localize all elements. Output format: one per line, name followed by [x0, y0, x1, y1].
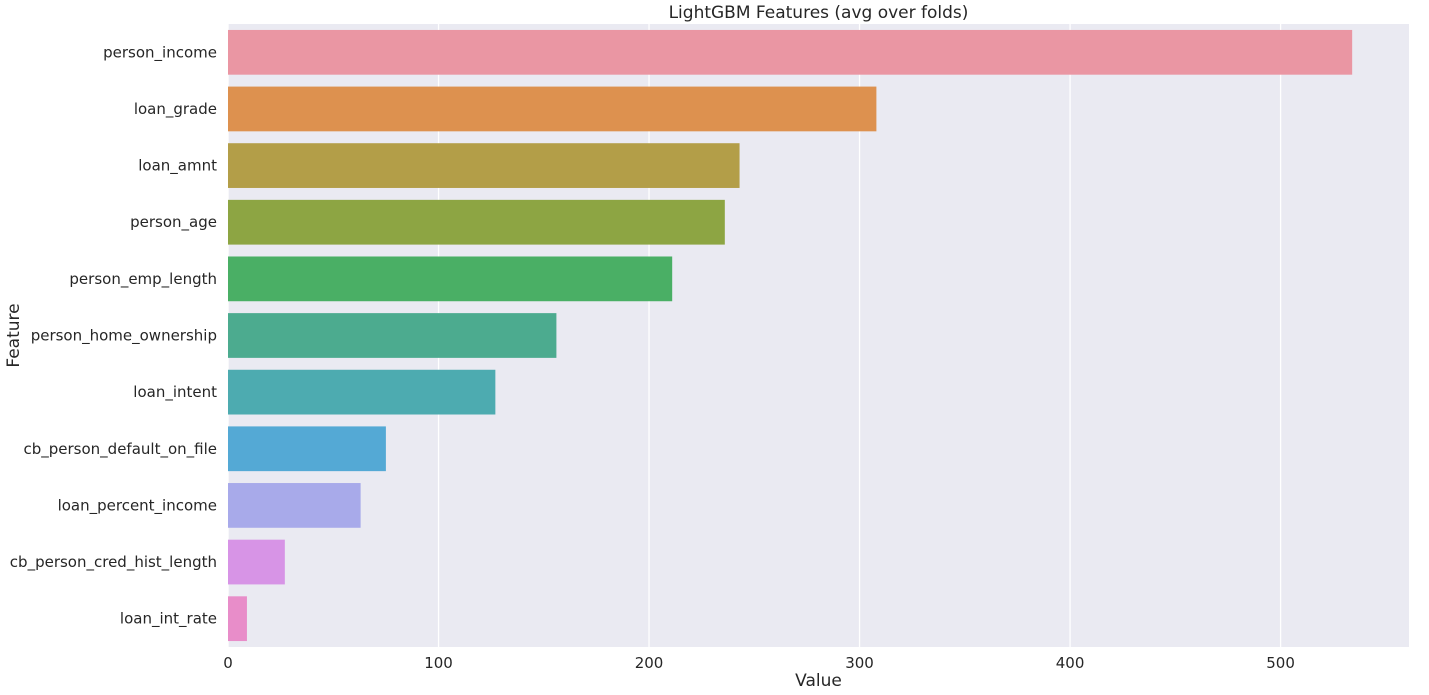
y-axis-label: Feature [4, 303, 24, 367]
y-tick-label: person_home_ownership [31, 327, 217, 346]
y-tick-label: cb_person_default_on_file [24, 440, 218, 459]
y-tick-label: person_age [130, 213, 217, 232]
bar-loan-intent [228, 369, 496, 415]
bar-person-income [228, 29, 1353, 75]
bar-loan-grade [228, 86, 877, 132]
bar-loan-amnt [228, 143, 740, 188]
bar-loan-int-rate [228, 596, 247, 642]
bars [228, 29, 1353, 642]
x-tick-label: 200 [635, 654, 664, 672]
y-tick-label: cb_person_cred_hist_length [10, 553, 217, 572]
x-tick-label: 400 [1056, 654, 1085, 672]
y-tick-label: person_income [103, 43, 217, 62]
bar-person-age [228, 199, 725, 245]
bar-cb-person-cred-hist-length [228, 539, 285, 585]
y-tick-label: loan_grade [134, 100, 217, 119]
x-tick-labels: 0 100 200 300 400 500 [223, 654, 1295, 672]
x-tick-label: 500 [1266, 654, 1295, 672]
x-tick-label: 0 [223, 654, 233, 672]
x-tick-label: 300 [845, 654, 874, 672]
bar-person-emp-length [228, 256, 673, 302]
y-tick-label: person_emp_length [69, 270, 217, 289]
y-tick-labels: person_income loan_grade loan_amnt person_a… [10, 43, 217, 628]
x-tick-label: 100 [424, 654, 453, 672]
x-axis-label: Value [795, 671, 842, 691]
bar-cb-person-default-on-file [228, 426, 386, 472]
chart-title: LightGBM Features (avg over folds) [669, 3, 969, 23]
y-tick-label: loan_int_rate [120, 610, 217, 629]
bar-loan-percent-income [228, 483, 361, 528]
y-tick-label: loan_percent_income [58, 496, 217, 515]
y-tick-label: loan_amnt [138, 157, 217, 176]
y-tick-label: loan_intent [133, 383, 217, 402]
bar-person-home-ownership [228, 313, 557, 358]
